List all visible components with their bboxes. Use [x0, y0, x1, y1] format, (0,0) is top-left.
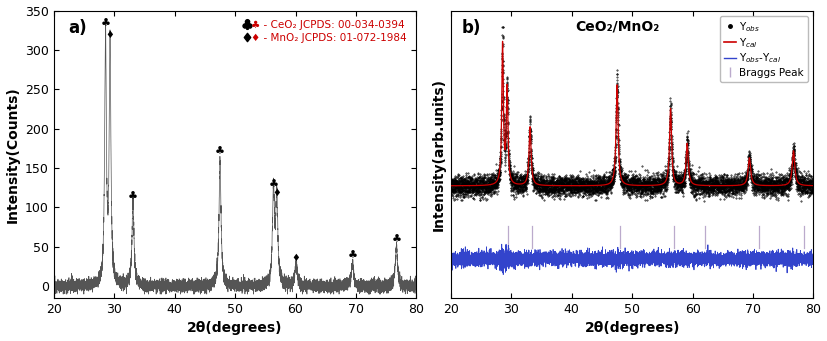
Y$_{obs}$ — [809, 187, 819, 191]
Y$_{cal}$ — [715, 183, 724, 188]
Y$_{cal}$ — [661, 179, 671, 183]
Y$_{cal}$ — [676, 181, 686, 185]
Text: ♣: ♣ — [347, 251, 357, 261]
Y$_{obs}$-Y$_{cal}$ — [715, 257, 724, 261]
Text: ♣: ♣ — [215, 147, 225, 157]
Y$_{obs}$-Y$_{cal}$ — [734, 257, 744, 261]
Y-axis label: Intensity(Counts): Intensity(Counts) — [6, 86, 20, 223]
Text: ♦: ♦ — [292, 253, 300, 263]
Y$_{obs}$ — [699, 199, 709, 204]
Y$_{cal}$ — [809, 183, 819, 188]
Text: ♦: ♦ — [106, 30, 114, 41]
Y$_{cal}$ — [446, 184, 456, 188]
Text: ♦: ♦ — [272, 188, 281, 198]
Y$_{obs}$ — [734, 184, 744, 188]
Y$_{obs}$-Y$_{cal}$ — [809, 253, 819, 257]
Text: ♣: ♣ — [101, 19, 111, 29]
X-axis label: 2θ(degrees): 2θ(degrees) — [188, 322, 283, 336]
Y$_{obs}$ — [577, 181, 587, 186]
Y$_{obs}$-Y$_{cal}$ — [464, 254, 474, 258]
Legend: Y$_{obs}$, Y$_{cal}$, Y$_{obs}$-Y$_{cal}$, Braggs Peak: Y$_{obs}$, Y$_{cal}$, Y$_{obs}$-Y$_{cal}… — [719, 16, 808, 82]
X-axis label: 2θ(degrees): 2θ(degrees) — [585, 322, 680, 336]
Line: Y$_{obs}$-Y$_{cal}$: Y$_{obs}$-Y$_{cal}$ — [451, 244, 814, 275]
Y$_{obs}$-Y$_{cal}$ — [661, 258, 671, 263]
Text: ♣: ♣ — [269, 180, 279, 190]
Line: Y$_{cal}$: Y$_{cal}$ — [451, 41, 814, 186]
Text: ♣: ♣ — [128, 192, 138, 202]
Y$_{obs}$-Y$_{cal}$ — [446, 258, 456, 262]
Y$_{cal}$ — [577, 183, 587, 188]
Y$_{obs}$ — [446, 189, 456, 193]
Text: a): a) — [69, 19, 87, 37]
Y$_{cal}$ — [498, 39, 508, 43]
Text: b): b) — [461, 19, 481, 37]
Y$_{obs}$ — [464, 188, 474, 192]
Text: ♣: ♣ — [391, 235, 401, 245]
Y$_{obs}$-Y$_{cal}$ — [497, 242, 507, 246]
Text: CeO₂/MnO₂: CeO₂/MnO₂ — [576, 19, 660, 33]
Y$_{cal}$ — [464, 183, 474, 188]
Y$_{cal}$ — [734, 183, 744, 187]
Line: Y$_{obs}$: Y$_{obs}$ — [451, 26, 814, 202]
Y$_{obs}$ — [498, 25, 508, 29]
Y$_{obs}$ — [715, 184, 724, 189]
Y$_{obs}$-Y$_{cal}$ — [676, 255, 686, 259]
Y-axis label: Intensity(arb.units): Intensity(arb.units) — [432, 78, 446, 231]
Y$_{obs}$ — [676, 179, 686, 183]
Y$_{obs}$-Y$_{cal}$ — [577, 255, 587, 259]
Y$_{obs}$-Y$_{cal}$ — [499, 272, 509, 277]
Legend: ♣ - CeO₂ JCPDS: 00-034-0394, ♦ - MnO₂ JCPDS: 01-072-1984: ♣ - CeO₂ JCPDS: 00-034-0394, ♦ - MnO₂ JC… — [240, 16, 411, 47]
Y$_{obs}$ — [661, 177, 671, 181]
